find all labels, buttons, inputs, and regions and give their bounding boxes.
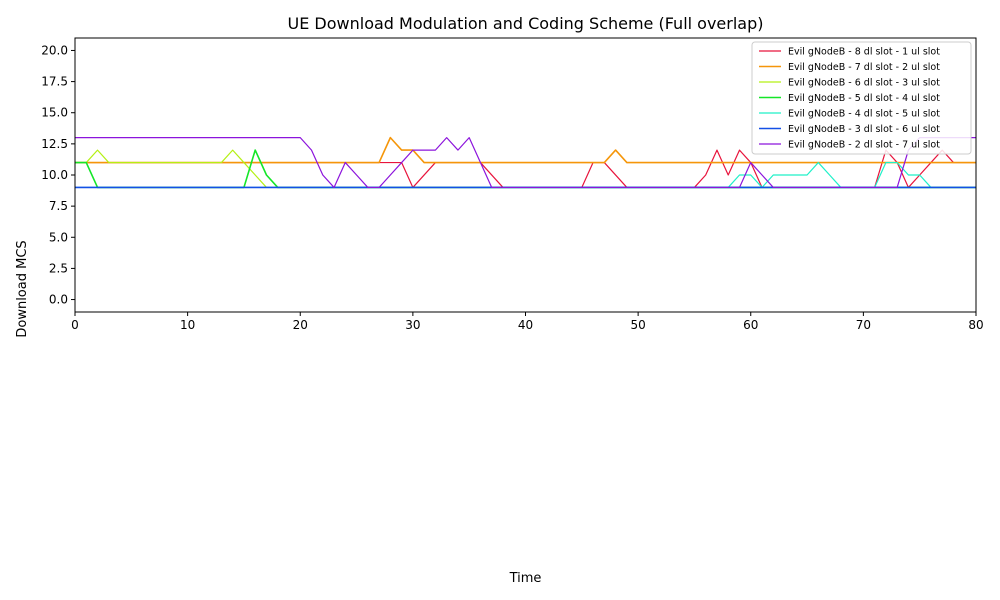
x-axis-label: Time <box>509 571 542 586</box>
y-tick-label: 0.0 <box>49 293 68 307</box>
y-tick-label: 15.0 <box>41 106 68 120</box>
series-line-5 <box>75 161 976 189</box>
legend-entry-4: Evil gNodeB - 5 dl slot - 4 ul slot <box>788 93 940 104</box>
y-tick-label: 5.0 <box>49 230 68 244</box>
y-tick-label: 7.5 <box>49 199 68 213</box>
x-axis: 0 10 20 30 40 50 60 70 80 <box>71 312 984 332</box>
x-tick-label: 60 <box>743 318 758 332</box>
legend-entry-2: Evil gNodeB - 7 dl slot - 2 ul slot <box>788 62 940 73</box>
y-axis-label: Download MCS <box>15 240 30 337</box>
legend-box <box>751 41 972 155</box>
y-tick-label: 20.0 <box>41 43 68 57</box>
x-tick-label: 50 <box>630 318 645 332</box>
series-line-2 <box>75 136 976 164</box>
legend-entry-7: Evil gNodeB - 2 dl slot - 7 ul slot <box>788 140 940 151</box>
x-tick-label: 30 <box>405 318 420 332</box>
y-tick-label: 12.5 <box>41 137 68 151</box>
series-line-4 <box>75 149 976 189</box>
series-layer <box>75 136 976 189</box>
series-line-3 <box>75 149 976 189</box>
x-tick-label: 10 <box>180 318 195 332</box>
x-tick-label: 20 <box>293 318 308 332</box>
y-tick-label: 10.0 <box>41 168 68 182</box>
y-tick-label: 17.5 <box>41 75 68 89</box>
x-tick-label: 0 <box>71 318 79 332</box>
x-tick-label: 80 <box>968 318 983 332</box>
legend-entry-6: Evil gNodeB - 3 dl slot - 6 ul slot <box>788 124 940 135</box>
series-line-7 <box>75 137 976 189</box>
legend-entry-5: Evil gNodeB - 4 dl slot - 5 ul slot <box>788 109 940 120</box>
chart-title: UE Download Modulation and Coding Scheme… <box>288 14 764 33</box>
x-tick-label: 70 <box>856 318 871 332</box>
legend: Evil gNodeB - 8 dl slot - 1 ul slot Evil … <box>751 41 972 155</box>
y-axis: 0.0 2.5 5.0 7.5 10.0 12.5 15.0 17.5 20.0 <box>41 43 75 307</box>
y-tick-label: 2.5 <box>49 261 68 275</box>
x-tick-label: 40 <box>518 318 533 332</box>
legend-entry-1: Evil gNodeB - 8 dl slot - 1 ul slot <box>788 47 940 58</box>
legend-entry-3: Evil gNodeB - 6 dl slot - 3 ul slot <box>788 78 940 89</box>
